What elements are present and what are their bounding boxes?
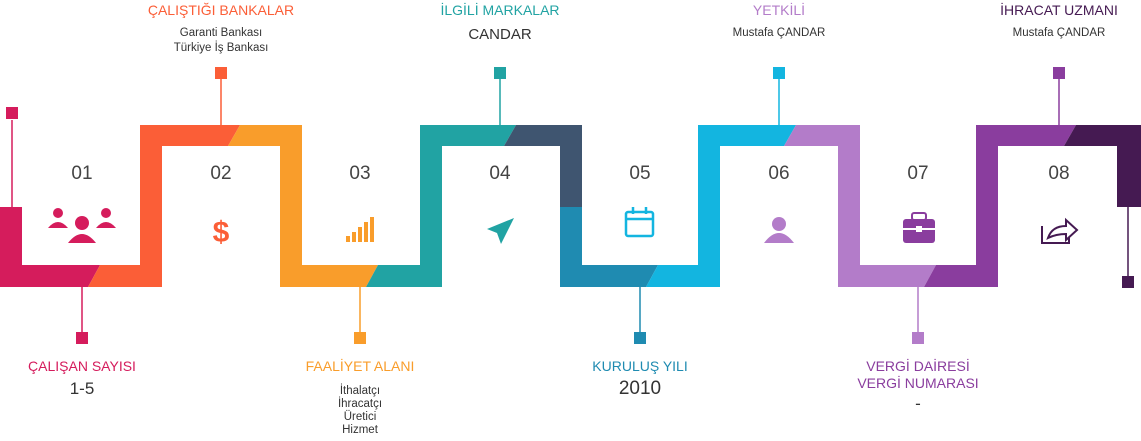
step-02-line-1: Garanti Bankası — [179, 27, 263, 39]
step-08-label: İHRACAT UZMANI Mustafa ÇANDAR — [1000, 2, 1118, 40]
step-03-line-1: İthalatçı — [339, 385, 381, 397]
share-icon — [1041, 217, 1079, 244]
step-06-line-1: Mustafa ÇANDAR — [732, 27, 826, 39]
step-04-title: İLGİLİ MARKALAR — [440, 2, 560, 18]
step-06-title: YETKİLİ — [752, 2, 806, 18]
step-04-value: CANDAR — [468, 26, 532, 43]
ribbon-segment-01 — [0, 207, 100, 287]
step-03-line-3: Üretici — [343, 411, 377, 423]
step-02-title: ÇALIŞTIĞI BANKALAR — [147, 2, 295, 18]
step-07-title-2: VERGİ NUMARASI — [857, 375, 979, 391]
connectors — [6, 67, 1134, 344]
dollar-icon: $ — [213, 216, 230, 249]
step-number-05: 05 — [629, 163, 651, 184]
step-03-title: FAALİYET ALANI — [305, 358, 415, 374]
step-number-06: 06 — [768, 163, 790, 184]
step-02-label: ÇALIŞTIĞI BANKALAR Garanti Bankası Türki… — [148, 2, 294, 55]
bar-chart-icon — [346, 217, 374, 242]
user-icon — [764, 217, 794, 243]
step-02-line-2: Türkiye İş Bankası — [173, 42, 269, 54]
step-number-04: 04 — [489, 163, 511, 184]
step-08-title: İHRACAT UZMANI — [1000, 2, 1118, 18]
step-01-title: ÇALIŞAN SAYISI — [28, 358, 136, 374]
step-number-07: 07 — [907, 163, 929, 184]
ribbon-segment-07 — [784, 125, 936, 287]
step-05-title: KURULUŞ YILI — [592, 358, 688, 374]
step-number-03: 03 — [349, 163, 371, 184]
ribbon-segment-04b — [504, 125, 582, 207]
people-icon — [48, 208, 116, 243]
briefcase-icon — [903, 212, 935, 243]
ribbon-segment-06 — [646, 125, 796, 287]
step-05-value: 2010 — [618, 378, 662, 399]
step-05-label: KURULUŞ YILI 2010 — [592, 358, 687, 399]
step-number-01: 01 — [71, 163, 93, 184]
step-08-line-1: Mustafa ÇANDAR — [1012, 27, 1106, 39]
step-06-label: YETKİLİ Mustafa ÇANDAR — [733, 2, 826, 40]
step-number-02: 02 — [210, 163, 232, 184]
step-07-value: - — [915, 394, 921, 413]
ribbon-segment-02 — [88, 125, 240, 287]
step-01-value: 1-5 — [69, 379, 95, 398]
step-04-label: İLGİLİ MARKALAR CANDAR — [440, 2, 559, 45]
calendar-icon — [624, 207, 655, 238]
ribbon-segment-05 — [560, 207, 658, 287]
ribbon-segment-03 — [228, 125, 378, 287]
step-03-line-2: İhracatçı — [337, 398, 383, 410]
ribbon-segment-08b — [1064, 125, 1141, 207]
step-07-title-1: VERGİ DAİRESİ — [866, 358, 970, 374]
step-03-label: FAALİYET ALANI İthalatçı İhracatçı Üreti… — [306, 358, 415, 437]
step-07-label: VERGİ DAİRESİ VERGİ NUMARASI - — [857, 358, 978, 414]
ribbon-segment-08 — [924, 125, 1076, 287]
step-03-line-4: Hizmet — [342, 424, 378, 436]
ribbon-segment-04 — [366, 125, 516, 287]
step-01-label: ÇALIŞAN SAYISI 1-5 — [28, 358, 136, 399]
step-number-08: 08 — [1048, 163, 1070, 184]
send-icon — [487, 218, 514, 244]
